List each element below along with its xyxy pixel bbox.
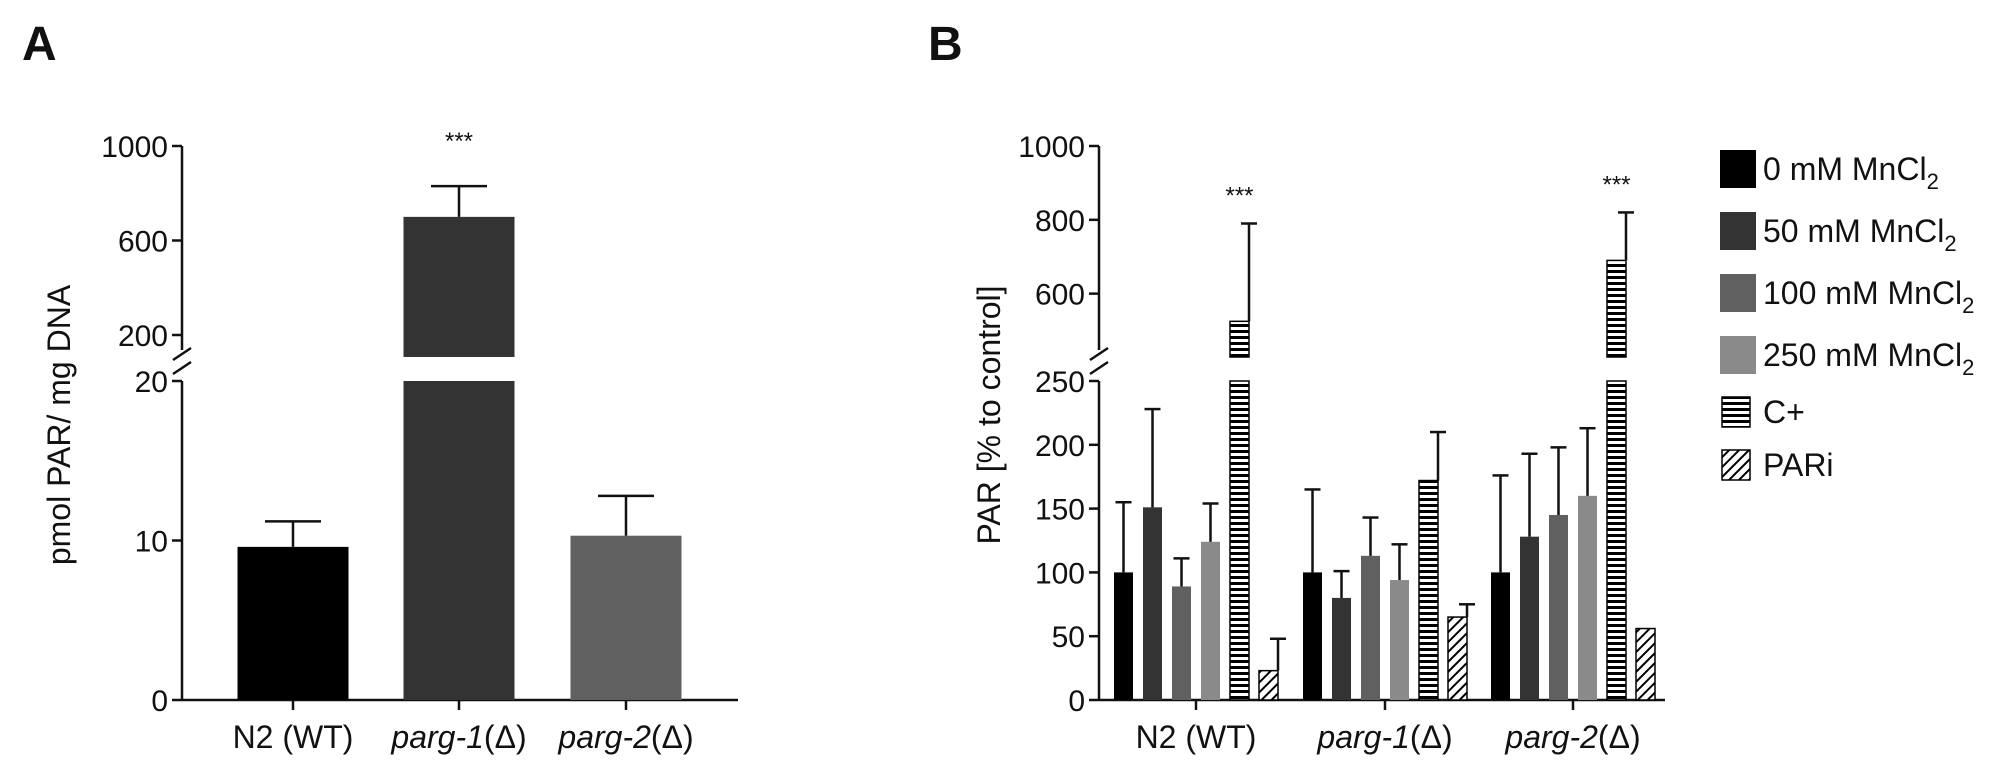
a-bar — [570, 535, 682, 700]
legend-label: C+ — [1763, 394, 1805, 430]
b-y-tick-label: 50 — [1052, 621, 1085, 654]
legend-swatch — [1721, 449, 1751, 481]
b-axis-break-a — [1089, 346, 1109, 362]
b-y-tick-label: 250 — [1035, 366, 1085, 399]
b-y-tick-label: 200 — [1035, 430, 1085, 463]
b-bar — [1520, 536, 1539, 700]
b-x-tick-label: N2 (WT) — [1136, 719, 1257, 755]
b-bar — [1578, 495, 1597, 700]
panel-b-letter: B — [928, 18, 963, 71]
b-bar — [1491, 572, 1510, 700]
b-significance-label: *** — [1602, 171, 1630, 198]
a-y-tick-label: 600 — [118, 226, 168, 259]
legend-label: 50 mM MnCl2 — [1763, 213, 1957, 256]
a-y-tick-label: 20 — [135, 366, 168, 399]
b-bar — [1303, 572, 1322, 700]
b-y-tick-label: 800 — [1035, 205, 1085, 238]
panel-b-chart: 600 800 1000 0 50 100 150 200 250 *** N2 (WT) parg-… — [971, 131, 1665, 755]
a-y-tick-label: 200 — [118, 320, 168, 353]
b-significance-label: *** — [1225, 183, 1253, 210]
b-y-tick-label: 600 — [1035, 279, 1085, 312]
legend-swatch — [1720, 274, 1756, 312]
b-y-tick-label: 1000 — [1018, 131, 1085, 164]
legend-swatch — [1720, 212, 1756, 250]
a-y-tick-label: 0 — [151, 685, 168, 718]
b-y-tick-label: 100 — [1035, 557, 1085, 590]
legend-swatch — [1721, 396, 1751, 428]
b-bar — [1635, 627, 1656, 701]
b-y-tick-label: 150 — [1035, 494, 1085, 527]
a-y-tick-label: 1000 — [101, 131, 168, 164]
b-x-tick-label: parg-2(Δ) — [1504, 719, 1640, 755]
a-x-tick-label: N2 (WT) — [233, 719, 354, 755]
b-bar — [1172, 586, 1191, 700]
legend-label: 100 mM MnCl2 — [1763, 275, 1974, 318]
panel-a-chart: 200 600 1000 0 10 20 N2 (WT) *** parg-1(Δ) parg-2… — [41, 128, 738, 755]
b-bar — [1361, 555, 1380, 700]
b-x-tick-label: parg-1(Δ) — [1316, 719, 1452, 755]
a-y-axis-title: pmol PAR/ mg DNA — [41, 284, 77, 565]
panel-a-letter: A — [22, 18, 57, 71]
a-x-tick-label: parg-1(Δ) — [390, 719, 526, 755]
b-axis-break-b — [1089, 360, 1109, 376]
b-bar — [1332, 597, 1351, 700]
a-bar — [237, 546, 349, 700]
b-bar — [1390, 580, 1409, 700]
b-bar — [1447, 616, 1468, 701]
b-bar-lower — [1606, 380, 1627, 701]
legend-label: 0 mM MnCl2 — [1763, 151, 1939, 194]
legend-swatch — [1720, 336, 1756, 374]
b-bar — [1418, 479, 1439, 701]
a-y-tick-label: 10 — [135, 526, 168, 559]
a-bar-lower — [403, 381, 515, 700]
b-bar — [1258, 669, 1279, 701]
b-bar — [1143, 507, 1162, 700]
b-bar-lower — [1229, 380, 1250, 701]
b-bar-upper — [1229, 320, 1250, 358]
b-y-axis-title: PAR [% to control] — [971, 285, 1007, 544]
a-bar-upper — [403, 216, 515, 357]
b-bar — [1201, 541, 1220, 700]
b-bar — [1549, 514, 1568, 700]
a-axis-break-b — [172, 360, 192, 376]
a-x-tick-label: parg-2(Δ) — [557, 719, 693, 755]
legend-label: PARi — [1763, 447, 1834, 483]
a-significance-label: *** — [445, 128, 473, 155]
a-axis-break-a — [172, 346, 192, 362]
b-bar — [1114, 572, 1133, 700]
legend-label: 250 mM MnCl2 — [1763, 337, 1974, 380]
panel-b-legend: 0 mM MnCl2 50 mM MnCl2 100 mM MnCl2 250 mM … — [1720, 150, 1974, 483]
b-y-tick-label: 0 — [1068, 685, 1085, 718]
b-bar-upper — [1606, 259, 1627, 358]
legend-swatch — [1720, 150, 1756, 188]
